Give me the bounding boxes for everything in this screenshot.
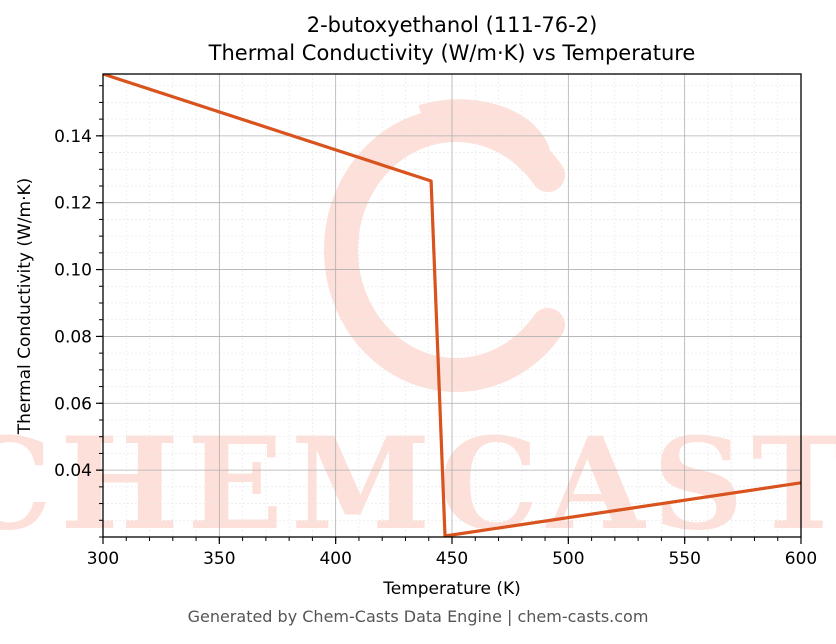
x-tick-label: 350 — [203, 549, 235, 569]
series-line — [103, 74, 801, 537]
y-axis-label: Thermal Conductivity (W/m·K) — [15, 178, 35, 436]
chart-title: 2-butoxyethanol (111-76-2) — [306, 13, 598, 37]
x-tick-label: 450 — [436, 549, 468, 569]
x-axis-label: Temperature (K) — [382, 579, 521, 599]
y-tick-label: 0.12 — [54, 194, 92, 214]
y-tick-label: 0.06 — [54, 394, 92, 414]
x-tick-label: 550 — [668, 549, 700, 569]
chart-subtitle: Thermal Conductivity (W/m·K) vs Temperat… — [208, 41, 696, 65]
series-layer — [103, 74, 801, 537]
x-tick-label: 500 — [552, 549, 584, 569]
x-tick-label: 600 — [785, 549, 817, 569]
y-tick-label: 0.10 — [54, 261, 92, 281]
x-tick-label: 400 — [319, 549, 351, 569]
footer-credit: Generated by Chem-Casts Data Engine | ch… — [187, 607, 649, 626]
watermark-text: CHEMCASTS — [0, 410, 836, 558]
x-axis-ticks: 300 350 400 450 500 550 600 — [87, 537, 817, 569]
x-tick-label: 300 — [87, 549, 119, 569]
watermark-logo: CHEMCASTS — [0, 99, 836, 558]
y-tick-label: 0.08 — [54, 327, 92, 347]
y-tick-label: 0.04 — [54, 461, 92, 481]
y-tick-label: 0.14 — [54, 127, 92, 147]
y-axis-ticks: 0.04 0.06 0.08 0.10 0.12 0.14 — [54, 85, 103, 538]
